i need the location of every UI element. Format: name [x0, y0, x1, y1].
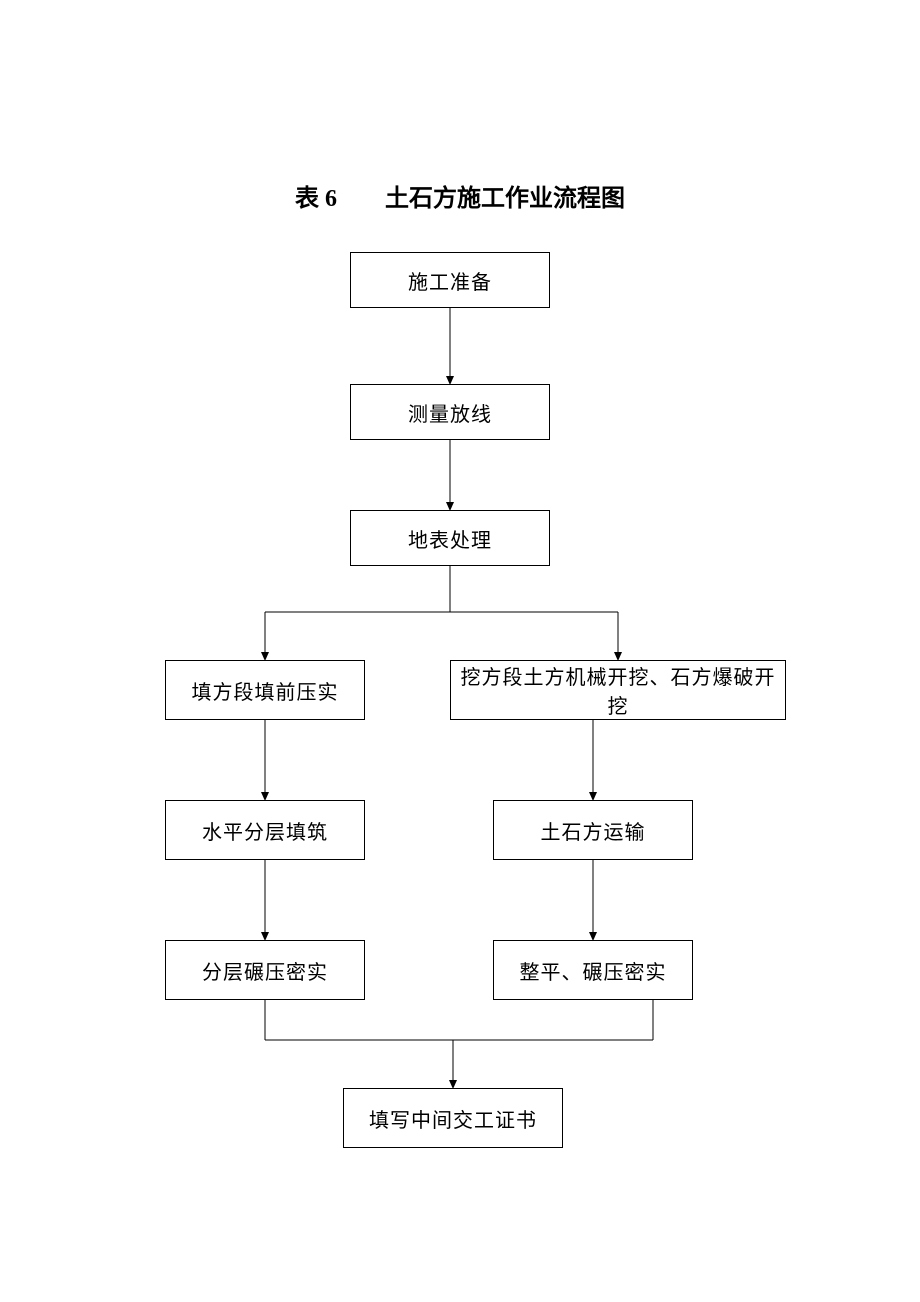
flow-node-n3: 地表处理 — [350, 510, 550, 566]
flow-node-n5: 挖方段土方机械开挖、石方爆破开挖 — [450, 660, 786, 720]
flow-node-n9: 整平、碾压密实 — [493, 940, 693, 1000]
flow-node-n4: 填方段填前压实 — [165, 660, 365, 720]
flow-node-n7: 土石方运输 — [493, 800, 693, 860]
page-title: 表 6 土石方施工作业流程图 — [0, 178, 920, 213]
flow-node-n6: 水平分层填筑 — [165, 800, 365, 860]
flow-node-n1: 施工准备 — [350, 252, 550, 308]
flow-node-n2: 测量放线 — [350, 384, 550, 440]
flow-node-n10: 填写中间交工证书 — [343, 1088, 563, 1148]
flow-node-n8: 分层碾压密实 — [165, 940, 365, 1000]
